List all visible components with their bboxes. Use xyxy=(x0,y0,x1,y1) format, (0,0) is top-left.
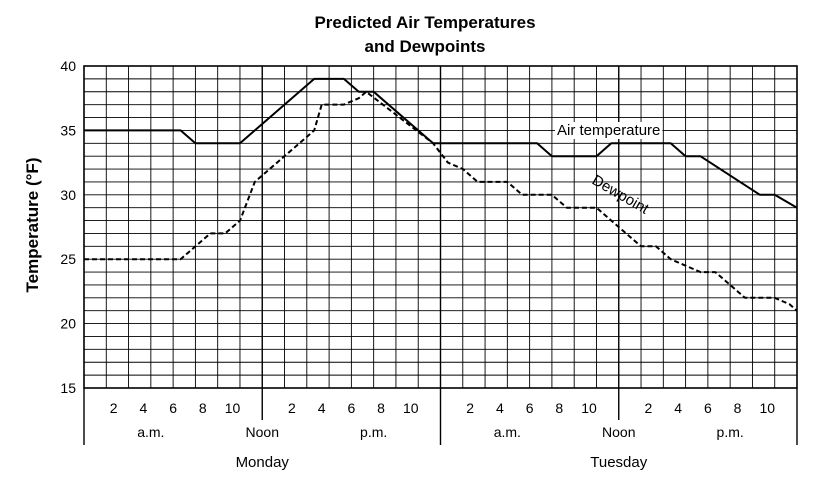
day-label: Monday xyxy=(236,454,290,471)
series-group xyxy=(84,77,798,312)
x-tick-label: 6 xyxy=(169,400,177,416)
y-tick-label: 40 xyxy=(60,58,76,74)
y-tick-label: 35 xyxy=(60,122,76,138)
x-tick-label: 4 xyxy=(318,400,326,416)
x-tick-label: 6 xyxy=(704,400,712,416)
air-temperature-label-background xyxy=(555,122,663,139)
y-tick-label: 15 xyxy=(60,380,76,396)
period-label: p.m. xyxy=(360,424,387,440)
x-tick-label: 2 xyxy=(466,400,474,416)
y-axis-label: Temperature (°F) xyxy=(23,158,42,293)
dewpoint-line xyxy=(84,90,798,312)
y-tick-label: 30 xyxy=(60,187,76,203)
x-tick-label: 2 xyxy=(110,400,118,416)
x-tick-label: 6 xyxy=(347,400,355,416)
axes: 15 20 25 30 35 40 2 4 6 8 10 2 4 6 8 10 2 4 6 8 10 2 4 6 8 10 a.m.… xyxy=(60,58,798,471)
period-label: Noon xyxy=(246,424,279,440)
air-temperature-label: Air temperature xyxy=(557,122,660,139)
chart-title-line1: Predicted Air Temperatures xyxy=(314,13,535,32)
x-tick-label: 4 xyxy=(140,400,148,416)
period-label: Noon xyxy=(602,424,635,440)
x-tick-label: 6 xyxy=(526,400,534,416)
chart-title-line2: and Dewpoints xyxy=(365,37,486,56)
x-tick-label: 8 xyxy=(555,400,563,416)
x-tick-label: 8 xyxy=(734,400,742,416)
x-tick-label: 4 xyxy=(496,400,504,416)
period-label: a.m. xyxy=(494,424,521,440)
x-tick-label: 8 xyxy=(377,400,385,416)
x-tick-label: 10 xyxy=(581,400,597,416)
x-tick-label: 10 xyxy=(225,400,241,416)
day-label: Tuesday xyxy=(590,454,647,471)
period-label: p.m. xyxy=(717,424,744,440)
x-tick-label: 10 xyxy=(403,400,419,416)
y-tick-label: 25 xyxy=(60,251,76,267)
x-tick-label: 4 xyxy=(674,400,682,416)
grid xyxy=(84,66,797,388)
x-tick-label: 2 xyxy=(288,400,296,416)
x-tick-label: 2 xyxy=(645,400,653,416)
y-tick-label: 20 xyxy=(60,316,76,332)
period-label: a.m. xyxy=(137,424,164,440)
x-tick-label: 8 xyxy=(199,400,207,416)
x-tick-label: 10 xyxy=(760,400,776,416)
air-temperature-line xyxy=(84,77,798,209)
